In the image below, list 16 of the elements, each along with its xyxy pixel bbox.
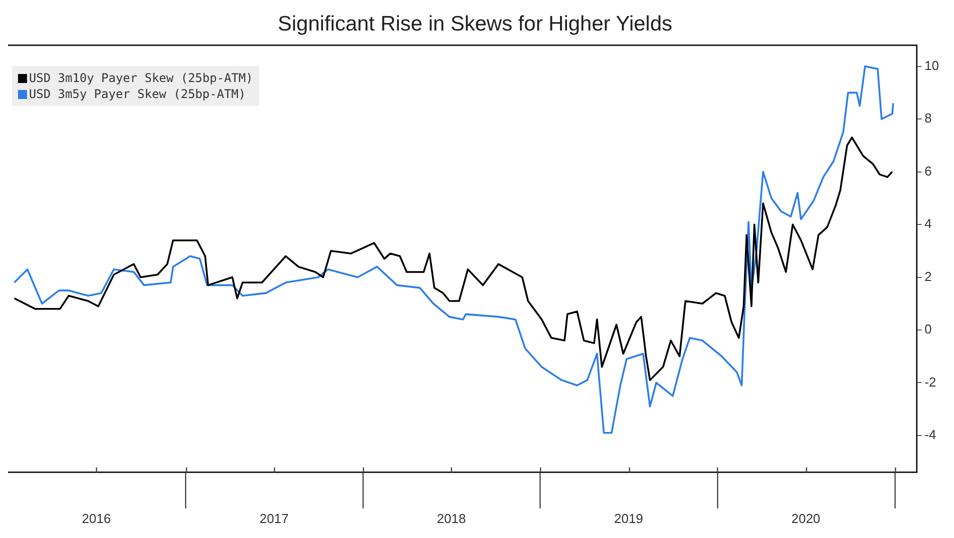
y-tick-label: 0 bbox=[924, 322, 932, 337]
x-tick-label: 2020 bbox=[791, 510, 820, 526]
y-tick-label: -2 bbox=[924, 374, 936, 390]
y-tick-label: -4 bbox=[924, 427, 936, 442]
x-tick-label: 2018 bbox=[436, 510, 466, 526]
x-tick-label: 2017 bbox=[260, 510, 289, 526]
x-tick-label: 2019 bbox=[614, 510, 644, 526]
x-tick-label: 2016 bbox=[82, 510, 111, 526]
legend-label: USD 3m5y Payer Skew (25bp-ATM) bbox=[29, 86, 246, 102]
y-tick-label: 6 bbox=[924, 163, 932, 178]
legend-label: USD 3m10y Payer Skew (25bp-ATM) bbox=[29, 70, 253, 86]
y-tick-label: 4 bbox=[924, 216, 932, 232]
chart-title: Significant Rise in Skews for Higher Yields bbox=[278, 12, 672, 36]
y-tick-label: 10 bbox=[924, 58, 940, 73]
y-tick-label: 8 bbox=[924, 110, 932, 126]
y-tick-label: 2 bbox=[924, 268, 932, 284]
